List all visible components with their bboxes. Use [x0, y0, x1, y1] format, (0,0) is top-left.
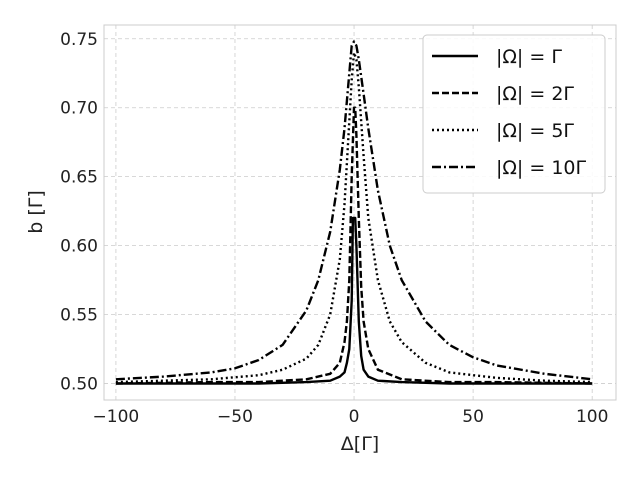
series-line-2 [115, 106, 593, 385]
x-axis-label: Δ[Γ] [341, 433, 379, 455]
x-tick-label: −100 [93, 407, 140, 427]
x-tick-label: 0 [349, 407, 360, 427]
x-axis: −100 −50 0 50 100 [93, 407, 609, 427]
series-line-1 [115, 216, 593, 385]
legend-label-2: |Ω| = 2Γ [496, 83, 574, 105]
x-tick-label: 100 [576, 407, 608, 427]
series-layer [115, 40, 593, 385]
y-tick-label: 0.75 [60, 30, 98, 50]
y-tick-label: 0.65 [60, 168, 98, 188]
y-tick-label: 0.60 [60, 237, 98, 257]
legend-label-4: |Ω| = 10Γ [496, 157, 586, 179]
x-tick-label: −50 [217, 407, 253, 427]
legend: |Ω| = Γ |Ω| = 2Γ |Ω| = 5Γ |Ω| = 10Γ [422, 34, 606, 194]
legend-label-1: |Ω| = Γ [496, 46, 562, 68]
legend-box [422, 34, 606, 194]
plot-frame [103, 24, 617, 401]
y-axis-label: b [Γ] [25, 190, 47, 234]
series-line-3 [115, 51, 593, 384]
y-axis: 0.50 0.55 0.60 0.65 0.70 0.75 [60, 30, 98, 395]
y-tick-label: 0.70 [60, 99, 98, 119]
legend-label-3: |Ω| = 5Γ [496, 120, 574, 142]
x-tick-label: 50 [462, 407, 484, 427]
y-tick-label: 0.50 [60, 374, 98, 394]
y-tick-label: 0.55 [60, 306, 98, 326]
series-line-4 [115, 40, 593, 381]
